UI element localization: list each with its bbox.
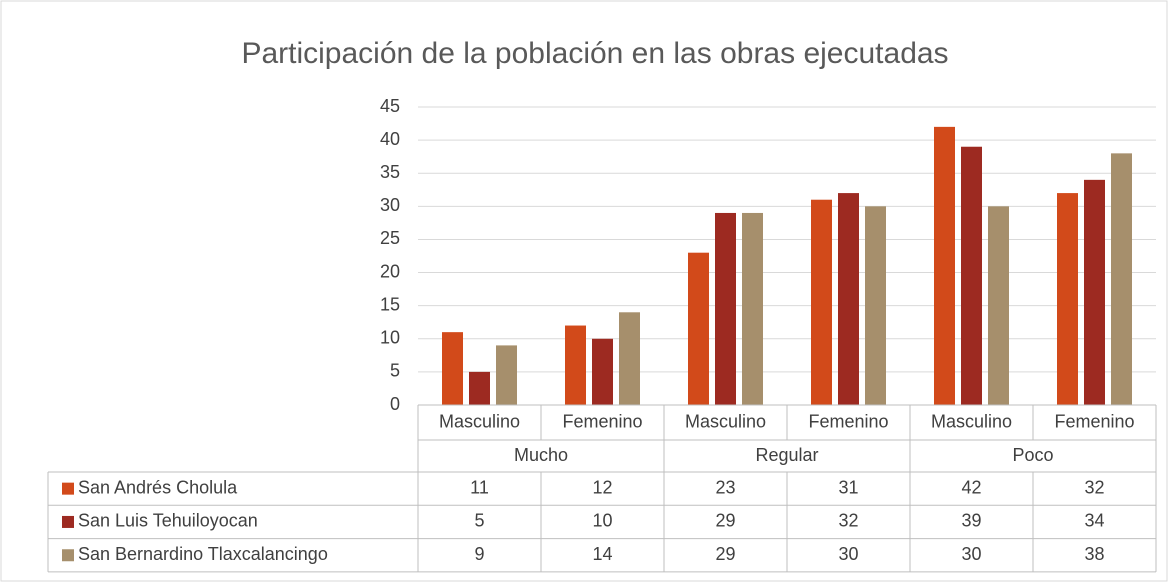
y-tick-label: 10 (380, 328, 400, 348)
table-value: 34 (1084, 511, 1104, 531)
bar (742, 212, 763, 405)
chart-title: Participación de la población en las obr… (241, 37, 948, 70)
y-tick-label: 5 (390, 361, 400, 381)
bar (988, 206, 1009, 405)
y-tick-label: 20 (380, 261, 400, 281)
table-value: 29 (715, 511, 735, 531)
bar (1057, 193, 1078, 405)
table-value: 23 (715, 477, 735, 497)
bar (715, 212, 736, 405)
y-tick-label: 30 (380, 195, 400, 215)
x-tick-label: Femenino (562, 411, 642, 431)
bar (1084, 179, 1105, 405)
table-value: 38 (1084, 544, 1104, 564)
y-tick-label: 45 (380, 96, 400, 116)
legend-key (62, 515, 74, 528)
bar (592, 338, 613, 405)
table-value: 14 (592, 544, 612, 564)
bar (469, 371, 490, 405)
legend-key (62, 482, 74, 495)
x-tick-label: Masculino (439, 411, 520, 431)
table-value: 9 (474, 544, 484, 564)
bar (688, 252, 709, 405)
bar (565, 325, 586, 405)
table-value: 29 (715, 544, 735, 564)
x-tick-label: Masculino (931, 411, 1012, 431)
table-value: 31 (838, 477, 858, 497)
table-value: 30 (961, 544, 981, 564)
table-value: 39 (961, 511, 981, 531)
x-tick-label: Femenino (808, 411, 888, 431)
bar (496, 345, 517, 405)
bar (811, 199, 832, 405)
table-value: 32 (838, 511, 858, 531)
legend-label: San Luis Tehuiloyocan (78, 511, 258, 531)
table-value: 42 (961, 477, 981, 497)
table-value: 5 (474, 511, 484, 531)
x-tick-label: Masculino (685, 411, 766, 431)
y-tick-label: 0 (390, 394, 400, 414)
legend-label: San Bernardino Tlaxcalancingo (78, 544, 328, 564)
bar (619, 312, 640, 405)
bar (838, 193, 859, 405)
group-label: Poco (1012, 445, 1053, 465)
bar (442, 332, 463, 405)
group-label: Regular (755, 445, 818, 465)
bar (934, 126, 955, 405)
y-tick-label: 25 (380, 228, 400, 248)
table-value: 11 (470, 477, 489, 497)
bar (1111, 153, 1132, 405)
legend-key (62, 549, 74, 562)
table-value: 32 (1084, 477, 1104, 497)
y-tick-label: 35 (380, 162, 400, 182)
group-label: Mucho (514, 445, 568, 465)
bar (865, 206, 886, 405)
y-tick-label: 15 (380, 294, 400, 314)
y-tick-label: 40 (380, 129, 400, 149)
legend-label: San Andrés Cholula (78, 477, 238, 497)
x-tick-label: Femenino (1054, 411, 1134, 431)
table-value: 10 (592, 511, 612, 531)
table-value: 30 (838, 544, 858, 564)
bar (961, 146, 982, 405)
table-value: 12 (592, 477, 612, 497)
